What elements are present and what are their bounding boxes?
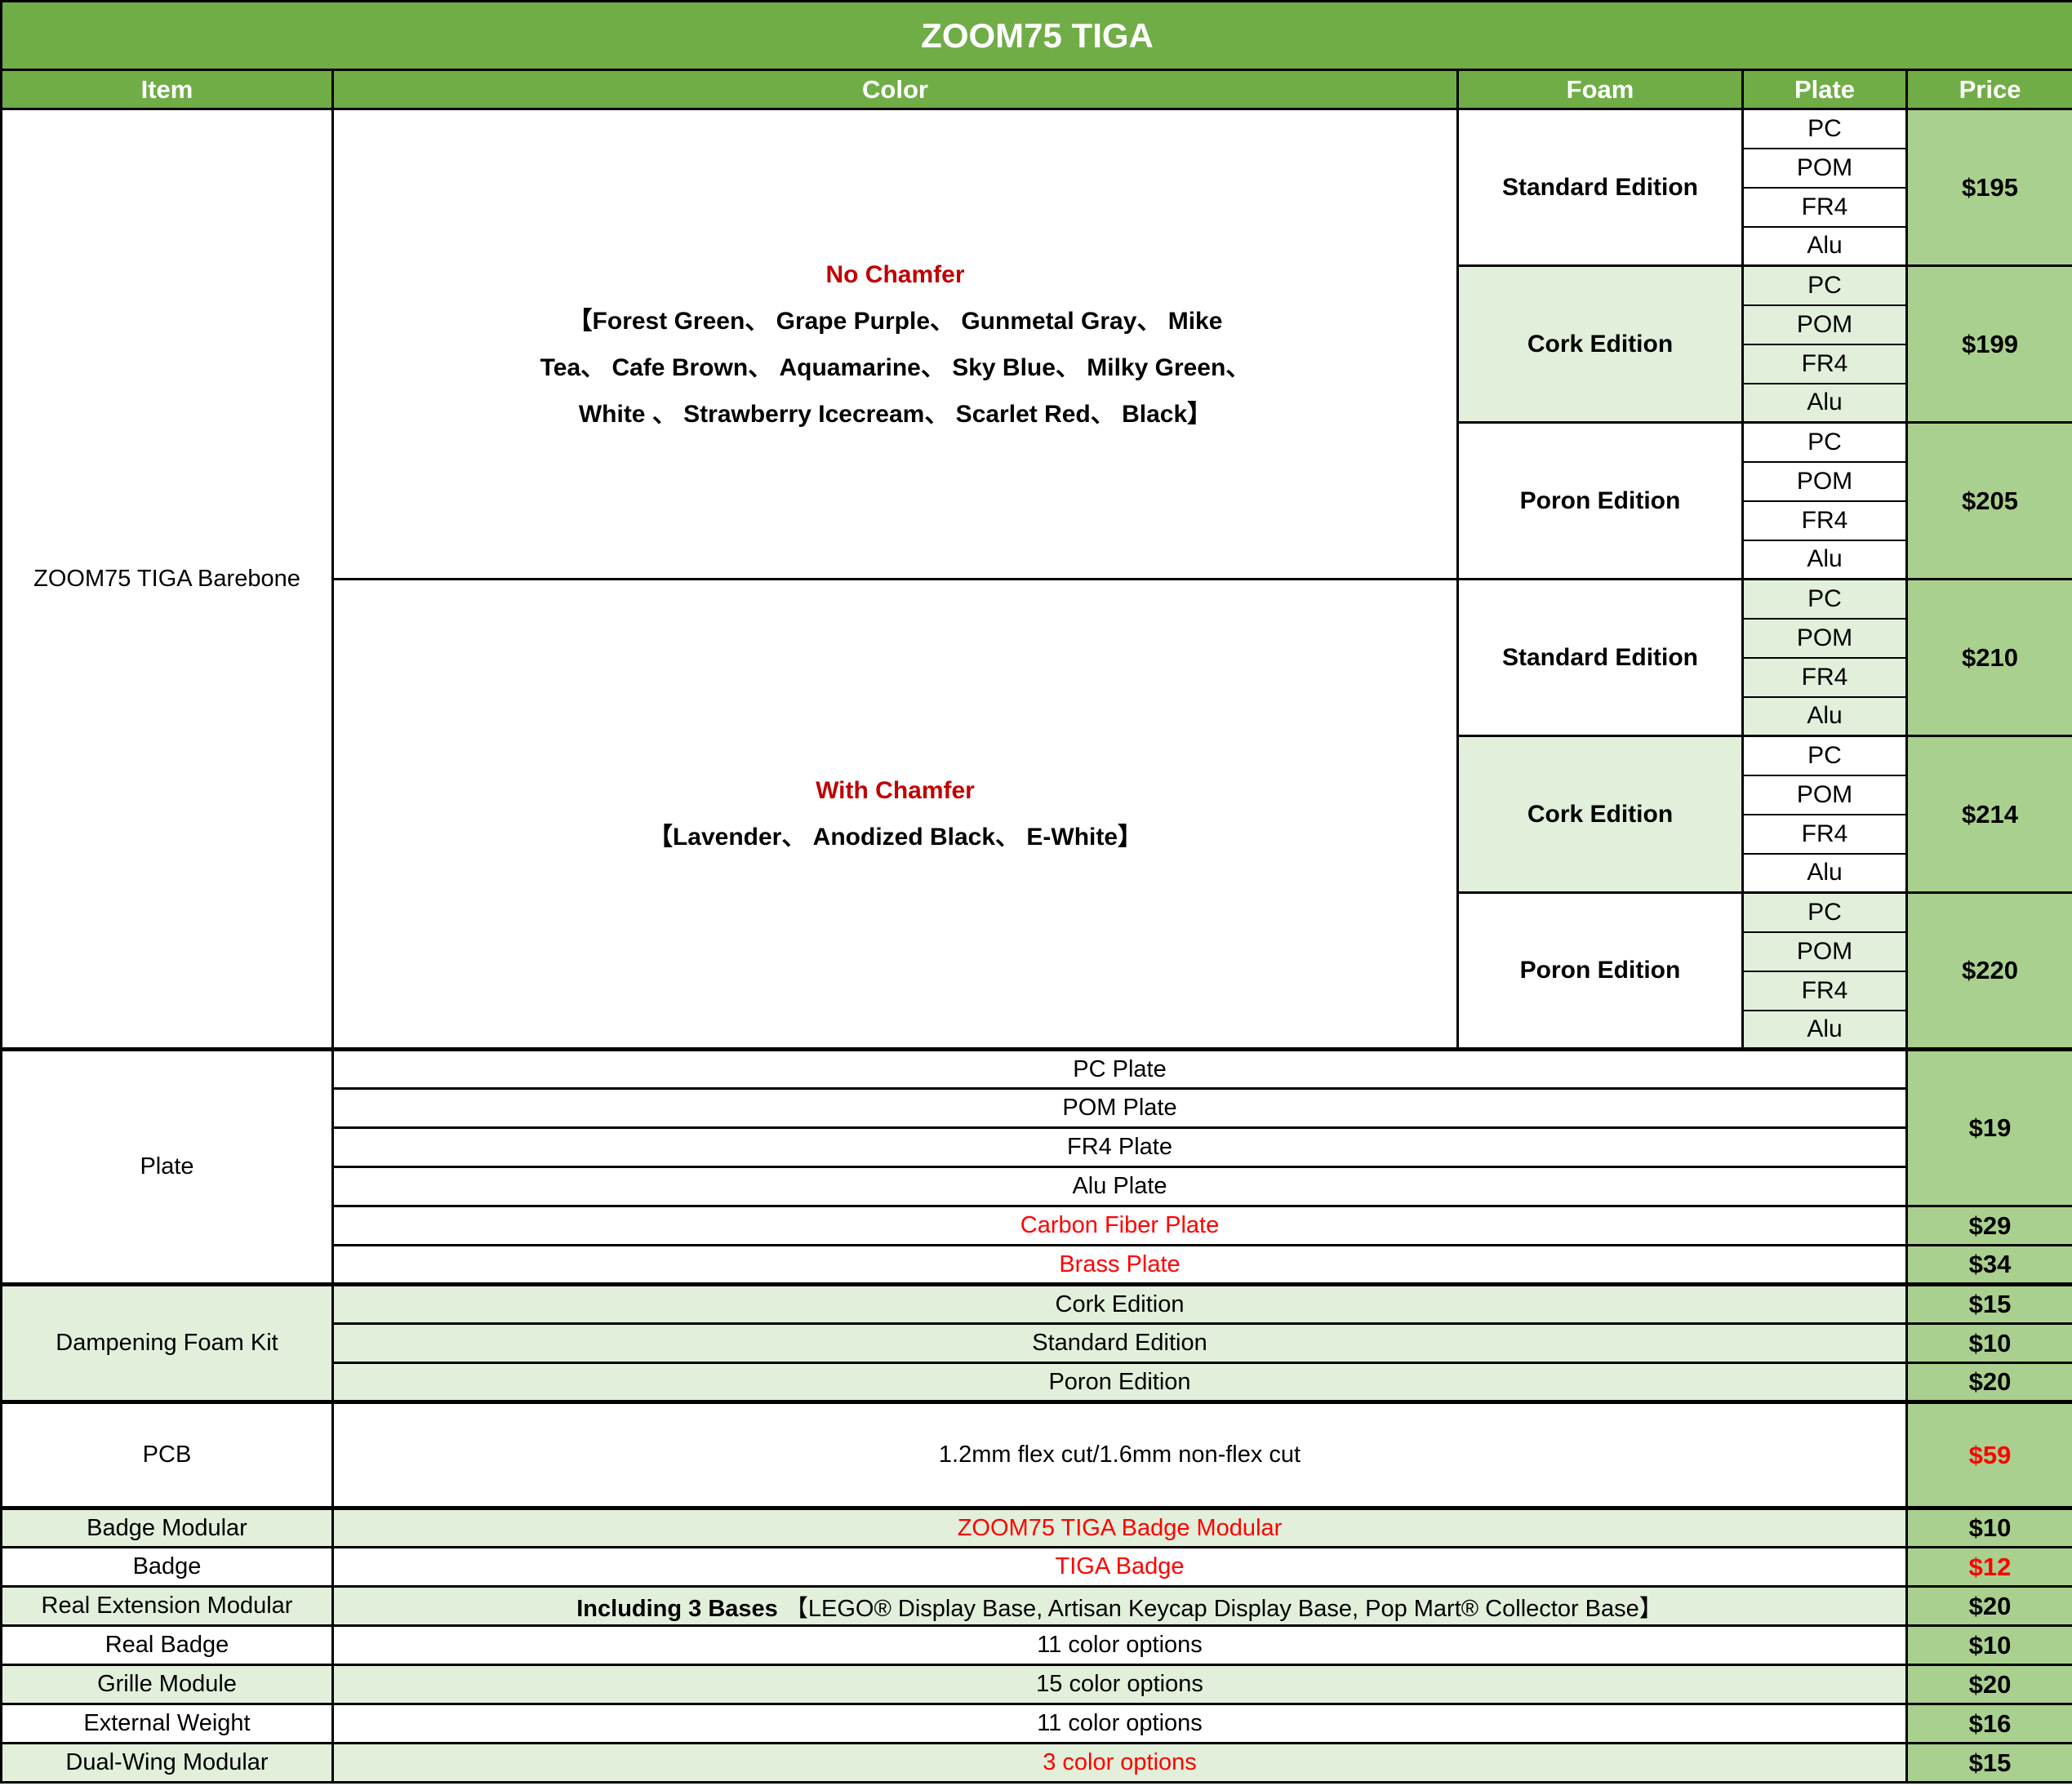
foam-cell: Standard Edition: [1456, 108, 1744, 267]
plate-cell: Alu: [1741, 382, 1908, 424]
plate-cell: Alu: [1741, 225, 1908, 267]
plate-cell: Alu: [1741, 695, 1908, 737]
plate-cell: FR4: [1741, 970, 1908, 1011]
plate-cell: FR4: [1741, 656, 1908, 698]
plate-cell: FR4: [1741, 813, 1908, 855]
item-cell-pcb: PCB: [0, 1400, 334, 1509]
plate-cell: POM: [1741, 774, 1908, 815]
price-cell: $195: [1905, 108, 2072, 267]
plate-cell: POM: [1741, 460, 1908, 502]
item-cell-real-extension-modular: Real Extension Modular: [0, 1585, 334, 1627]
price-cell: $59: [1905, 1400, 2072, 1509]
plate-option-cell: FR4 Plate: [331, 1126, 1908, 1168]
plate-cell: FR4: [1741, 343, 1908, 384]
price-cell: $15: [1905, 1742, 2072, 1784]
accessory-desc-cell: 11 color options: [331, 1624, 1908, 1666]
foam-cell: Cork Edition: [1456, 264, 1744, 424]
plate-option-cell-carbon-fiber: Carbon Fiber Plate: [331, 1205, 1908, 1246]
plate-cell: PC: [1741, 421, 1908, 463]
plate-option-cell-brass: Brass Plate: [331, 1244, 1908, 1286]
plate-cell: PC: [1741, 264, 1908, 306]
foam-cell: Cork Edition: [1456, 735, 1744, 894]
foam-cell: Standard Edition: [1456, 578, 1744, 737]
plate-cell: Alu: [1741, 852, 1908, 894]
plate-cell: PC: [1741, 108, 1908, 149]
accessory-desc-cell: Including 3 Bases 【LEGO® Display Base, A…: [331, 1585, 1908, 1627]
item-cell-foam-kit: Dampening Foam Kit: [0, 1282, 334, 1403]
price-cell: $210: [1905, 578, 2072, 737]
chamfer-label: With Chamfer: [816, 777, 975, 804]
plate-cell: POM: [1741, 617, 1908, 659]
plate-cell: POM: [1741, 931, 1908, 972]
accessory-desc-cell: 3 color options: [331, 1742, 1908, 1784]
item-cell-barebone: ZOOM75 TIGA Barebone: [0, 108, 334, 1051]
color-options-text: 【Lavender、 Anodized Black、 E-White】: [647, 824, 1143, 851]
price-cell: $205: [1905, 421, 2072, 580]
accessory-desc-cell: ZOOM75 TIGA Badge Modular: [331, 1506, 1908, 1548]
price-cell: $20: [1905, 1664, 2072, 1705]
plate-cell: PC: [1741, 578, 1908, 620]
foam-kit-option-cell: Standard Edition: [331, 1322, 1908, 1364]
plate-option-cell: PC Plate: [331, 1047, 1908, 1090]
plate-option-cell: POM Plate: [331, 1087, 1908, 1129]
price-cell: $29: [1905, 1205, 2072, 1246]
accessory-desc-bold: Including 3 Bases: [576, 1595, 785, 1622]
plate-cell: POM: [1741, 147, 1908, 189]
column-header-foam: Foam: [1456, 69, 1744, 110]
plate-cell: FR4: [1741, 500, 1908, 541]
price-cell: $10: [1905, 1624, 2072, 1666]
item-cell-badge-modular: Badge Modular: [0, 1506, 334, 1548]
foam-kit-option-cell: Cork Edition: [331, 1282, 1908, 1325]
price-cell: $10: [1905, 1506, 2072, 1548]
foam-cell: Poron Edition: [1456, 421, 1744, 580]
price-cell: $19: [1905, 1047, 2072, 1207]
plate-cell: Alu: [1741, 1009, 1908, 1051]
plate-cell: PC: [1741, 891, 1908, 933]
pcb-desc-cell: 1.2mm flex cut/1.6mm non-flex cut: [331, 1400, 1908, 1509]
price-cell: $199: [1905, 264, 2072, 424]
page-title: ZOOM75 TIGA: [0, 0, 2072, 71]
price-cell: $34: [1905, 1244, 2072, 1286]
accessory-desc-rest: 【LEGO® Display Base, Artisan Keycap Disp…: [784, 1595, 1663, 1622]
color-options-cell-no-chamfer: No Chamfer 【Forest Green、 Grape Purple、 …: [331, 108, 1459, 580]
accessory-desc-cell: 15 color options: [331, 1664, 1908, 1705]
item-cell-dual-wing-modular: Dual-Wing Modular: [0, 1742, 334, 1784]
color-options-text: 【Forest Green、 Grape Purple、 Gunmetal Gr…: [540, 307, 1251, 428]
price-cell: $15: [1905, 1282, 2072, 1325]
accessory-desc-cell: 11 color options: [331, 1703, 1908, 1744]
price-cell: $12: [1905, 1546, 2072, 1588]
plate-option-cell: Alu Plate: [331, 1166, 1908, 1207]
column-header-price: Price: [1905, 69, 2072, 110]
item-cell-grille-module: Grille Module: [0, 1664, 334, 1705]
chamfer-label: No Chamfer: [825, 260, 965, 288]
plate-cell: POM: [1741, 304, 1908, 345]
price-cell: $10: [1905, 1322, 2072, 1364]
column-header-color: Color: [331, 69, 1459, 110]
plate-cell: Alu: [1741, 539, 1908, 580]
price-cell: $20: [1905, 1362, 2072, 1403]
foam-cell: Poron Edition: [1456, 891, 1744, 1051]
foam-kit-option-cell: Poron Edition: [331, 1362, 1908, 1403]
price-cell: $220: [1905, 891, 2072, 1051]
price-cell: $16: [1905, 1703, 2072, 1744]
plate-cell: FR4: [1741, 186, 1908, 228]
column-header-plate: Plate: [1741, 69, 1908, 110]
plate-cell: PC: [1741, 735, 1908, 776]
price-cell: $214: [1905, 735, 2072, 894]
item-cell-external-weight: External Weight: [0, 1703, 334, 1744]
column-header-item: Item: [0, 69, 334, 110]
item-cell-real-badge: Real Badge: [0, 1624, 334, 1666]
item-cell-badge: Badge: [0, 1546, 334, 1588]
item-cell-plate: Plate: [0, 1047, 334, 1286]
accessory-desc-cell: TIGA Badge: [331, 1546, 1908, 1588]
color-options-cell-with-chamfer: With Chamfer 【Lavender、 Anodized Black、 …: [331, 578, 1459, 1051]
price-cell: $20: [1905, 1585, 2072, 1627]
